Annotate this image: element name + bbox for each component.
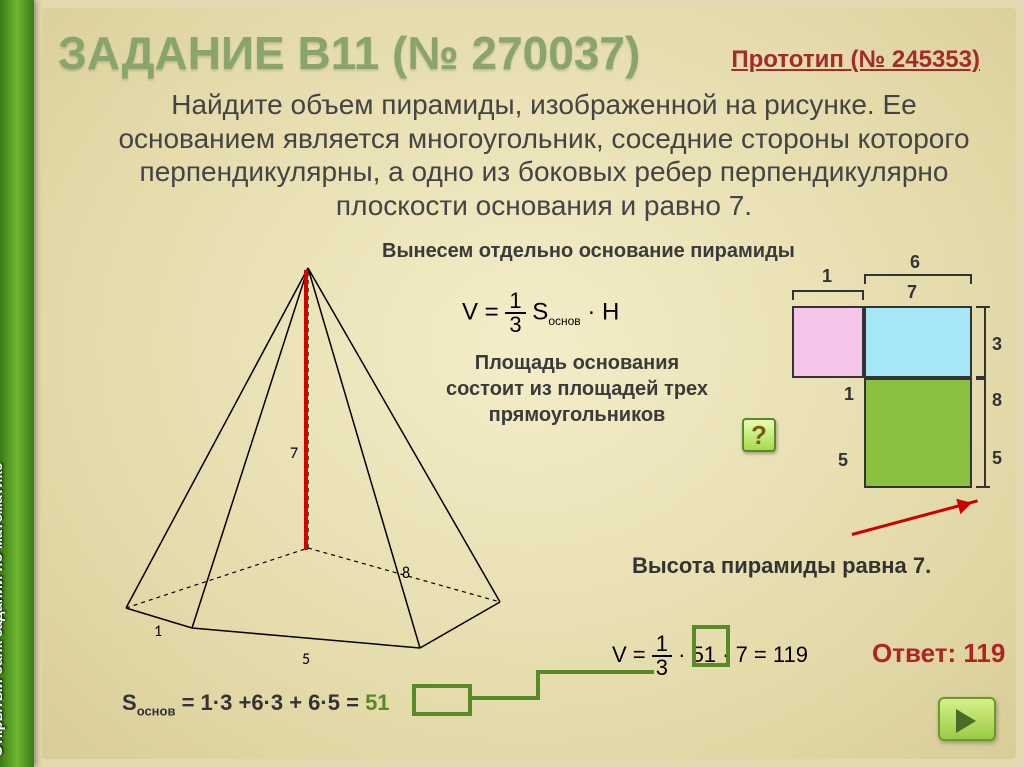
pyramid-figure: 7 1 5 8 bbox=[72, 248, 532, 678]
pyramid-height-label: 7 bbox=[290, 444, 298, 463]
highlight-51-right bbox=[692, 625, 730, 667]
rect-cyan bbox=[864, 306, 972, 378]
pyramid-base-1: 1 bbox=[154, 622, 162, 641]
area-calculation: Sоснов = 1·3 +6·3 + 6·5 = 51 bbox=[122, 690, 390, 718]
dim-3: 3 bbox=[992, 334, 1002, 355]
rect-pink bbox=[792, 306, 864, 378]
area-S: S bbox=[122, 690, 137, 715]
slide-content: Задание В11 (№ 270037) Прототип (№ 24535… bbox=[42, 8, 1016, 759]
dim-5l: 5 bbox=[838, 450, 848, 471]
dim-7: 7 bbox=[907, 282, 917, 303]
s-subscript: основ bbox=[548, 314, 580, 328]
pyramid-base-5: 5 bbox=[302, 650, 310, 669]
sidebar-label: Открытый банк заданий по математике bbox=[0, 463, 6, 757]
prototype-link[interactable]: Прототип (№ 245353) bbox=[731, 46, 980, 74]
sidebar: Открытый банк заданий по математике bbox=[0, 0, 34, 767]
area-result: 51 bbox=[365, 690, 389, 715]
bracket-6 bbox=[864, 274, 972, 284]
answer-value: 119 bbox=[963, 638, 1005, 668]
rect-green bbox=[864, 378, 972, 488]
dim-5r: 5 bbox=[992, 448, 1002, 469]
task-title: Задание В11 (№ 270037) bbox=[58, 26, 640, 80]
bracket-5r bbox=[976, 378, 986, 488]
bracket-1 bbox=[792, 290, 864, 300]
base-diagram: 1 6 7 3 1 8 5 5 bbox=[782, 256, 1002, 516]
dim-1: 1 bbox=[822, 266, 832, 287]
height-statement: Высота пирамиды равна 7. bbox=[632, 553, 931, 579]
help-button[interactable]: ? bbox=[742, 418, 776, 452]
highlight-51-left bbox=[412, 684, 472, 716]
formula-H: H bbox=[602, 298, 619, 325]
answer: Ответ: 119 bbox=[872, 638, 1005, 669]
dim-1b: 1 bbox=[844, 384, 854, 405]
area-expr: = 1·3 +6·3 + 6·5 = bbox=[175, 690, 365, 715]
area-S-sub: основ bbox=[137, 703, 176, 718]
title-row: Задание В11 (№ 270037) Прототип (№ 24535… bbox=[58, 26, 1000, 86]
pyramid-base-8: 8 bbox=[402, 564, 410, 583]
dim-8: 8 bbox=[992, 390, 1002, 411]
answer-label: Ответ: bbox=[872, 638, 956, 668]
dim-6: 6 bbox=[910, 252, 920, 273]
problem-statement: Найдите объем пирамиды, изображенной на … bbox=[102, 88, 986, 222]
next-button[interactable] bbox=[938, 697, 996, 741]
